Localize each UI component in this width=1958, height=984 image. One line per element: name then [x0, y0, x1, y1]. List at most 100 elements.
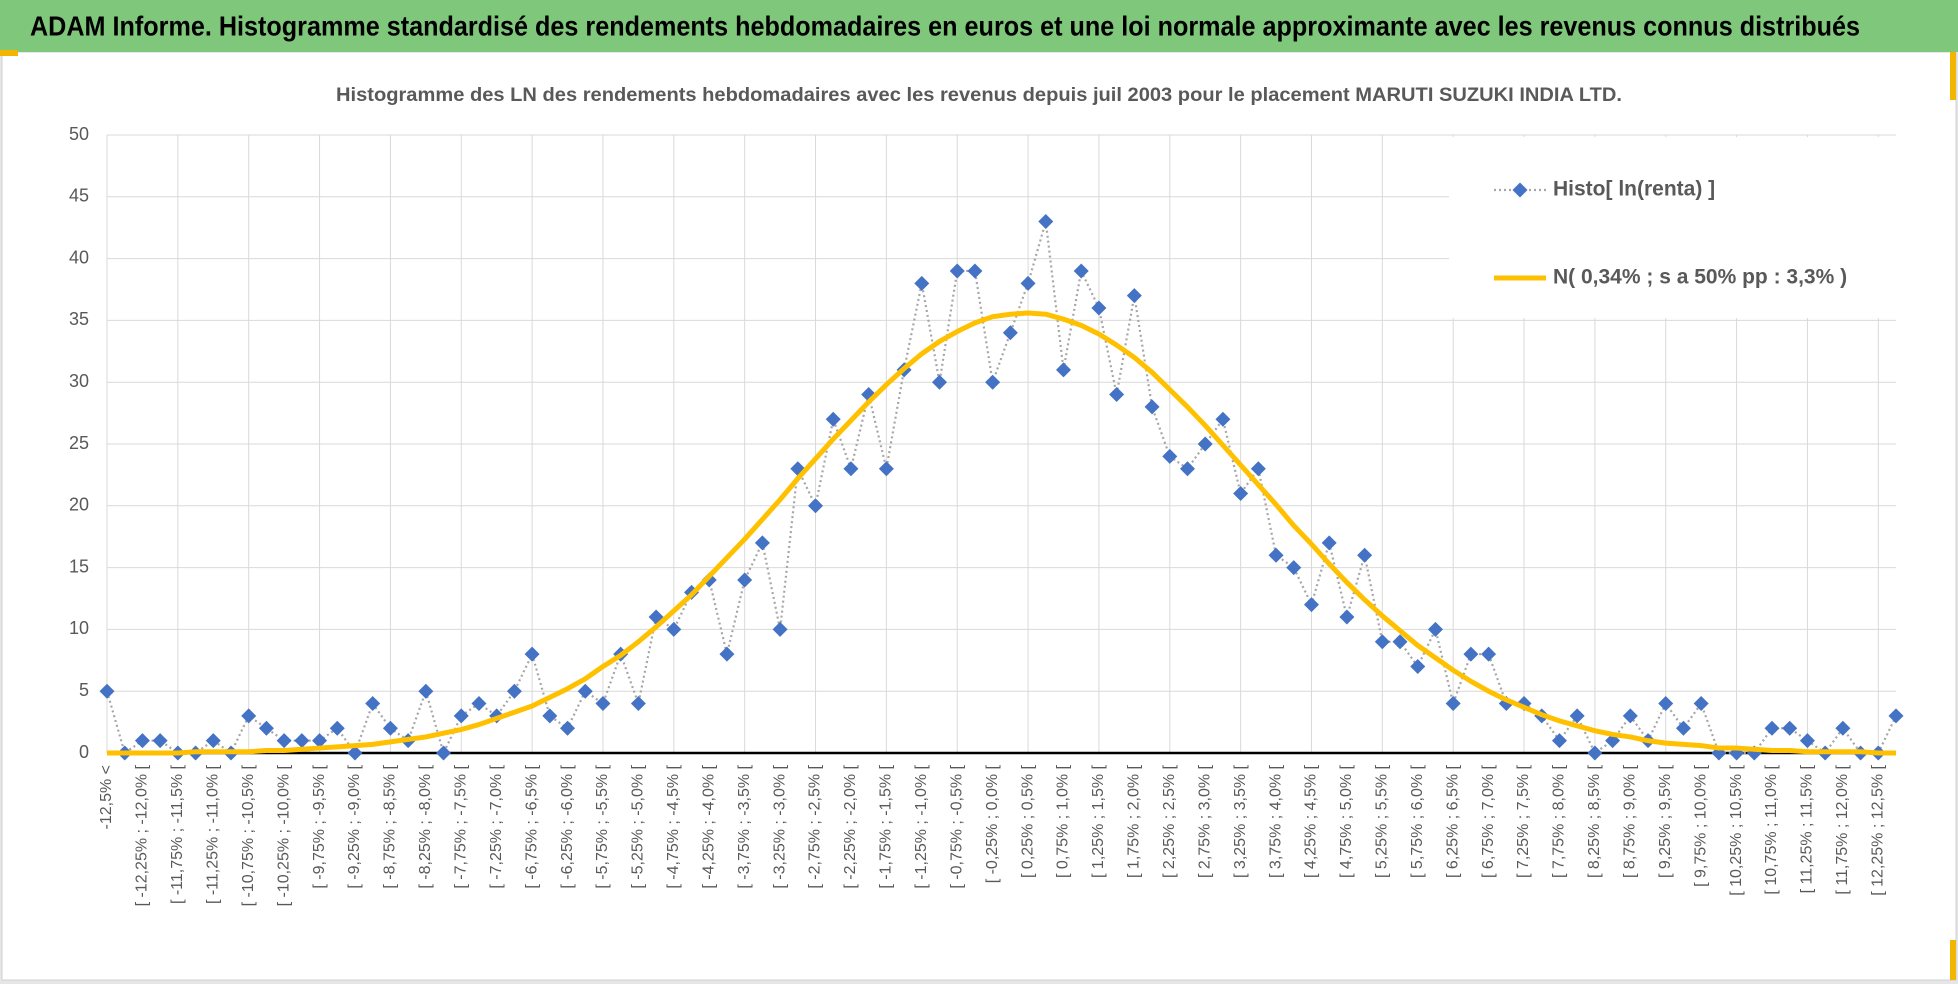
marker: [542, 708, 558, 724]
x-tick-label: -12,5% <: [98, 765, 115, 829]
marker: [1445, 696, 1461, 712]
x-tick-label: [ -10,25% ; -10,0% [: [275, 764, 292, 906]
x-tick-label: [ 3,25% ; 3,5% [: [1232, 764, 1249, 878]
marker: [152, 733, 168, 749]
y-tick-label: 15: [69, 556, 89, 576]
marker: [312, 733, 328, 749]
marker: [382, 720, 398, 736]
marker: [1569, 708, 1585, 724]
x-tick-label: [ 6,75% ; 7,0% [: [1480, 764, 1497, 878]
marker: [1055, 362, 1071, 378]
y-tick-label: 5: [79, 680, 89, 700]
marker: [772, 621, 788, 637]
marker: [471, 696, 487, 712]
marker: [1799, 733, 1815, 749]
marker: [1427, 621, 1443, 637]
y-tick-label: 40: [69, 247, 89, 267]
y-tick-label: 50: [69, 124, 89, 144]
header-bar: [0, 0, 1958, 52]
x-tick-label: [ -11,25% ; -11,0% [: [204, 764, 221, 904]
marker: [1109, 387, 1125, 403]
y-tick-label: 35: [69, 309, 89, 329]
x-tick-label: [ 11,25% ; 11,5% [: [1799, 764, 1816, 893]
series-line: [107, 310, 1896, 756]
x-tick-label: [ 6,25% ; 6,5% [: [1444, 764, 1461, 878]
x-tick-label: [ -6,75% ; -6,5% [: [523, 764, 540, 888]
marker: [1268, 547, 1284, 563]
marker: [453, 708, 469, 724]
marker: [1357, 547, 1373, 563]
x-tick-label: [ 3,75% ; 4,0% [: [1267, 764, 1284, 878]
marker: [967, 263, 983, 279]
plot: 0 5 10 15 20 25 30 35 40 45 50 -12,5% < [ -12,25% ; …: [69, 124, 1904, 906]
marker: [878, 461, 894, 477]
marker: [1693, 696, 1709, 712]
marker: [1179, 461, 1195, 477]
marker: [1073, 263, 1089, 279]
y-tick-label: 20: [69, 495, 89, 515]
marker: [276, 733, 292, 749]
marker: [1764, 720, 1780, 736]
x-tick-label: [ -9,75% ; -9,5% [: [311, 764, 328, 888]
marker: [1126, 288, 1142, 304]
marker: [1002, 325, 1018, 341]
x-tick-label: [ -8,75% ; -8,5% [: [382, 764, 399, 888]
x-tick-label: [ -6,25% ; -6,0% [: [559, 764, 576, 888]
marker: [1587, 745, 1603, 761]
chart-title: Histogramme des LN des rendements hebdom…: [336, 85, 1622, 106]
x-tick-label: [ -2,25% ; -2,0% [: [842, 764, 859, 888]
marker: [1675, 720, 1691, 736]
marker: [1392, 634, 1408, 650]
marker: [949, 263, 965, 279]
y-tick-label: 0: [79, 742, 89, 762]
marker: [843, 461, 859, 477]
marker: [258, 720, 274, 736]
x-tick-label: [ 5,25% ; 5,5% [: [1374, 764, 1391, 878]
x-tick-label: [ -3,25% ; -3,0% [: [771, 764, 788, 888]
x-tick-label: [ 2,25% ; 2,5% [: [1161, 764, 1178, 878]
marker: [1020, 275, 1036, 291]
y-tick-label: 45: [69, 186, 89, 206]
corner-accent: [1950, 52, 1956, 100]
y-tick-label: 10: [69, 618, 89, 638]
marker: [99, 683, 115, 699]
marker: [329, 720, 345, 736]
marker: [1622, 708, 1638, 724]
marker: [719, 646, 735, 662]
marker: [808, 498, 824, 514]
x-tick-label: [ -2,75% ; -2,5% [: [807, 764, 824, 888]
x-tick-label: [ -1,75% ; -1,5% [: [878, 764, 895, 888]
corner-accent: [0, 50, 18, 56]
x-tick-label: [ 4,75% ; 5,0% [: [1338, 764, 1355, 878]
marker: [1339, 609, 1355, 625]
marker: [1321, 535, 1337, 551]
x-tick-label: [ 12,25% ; 12,5% [: [1870, 764, 1887, 895]
x-tick-label: [ -1,25% ; -1,0% [: [913, 764, 930, 888]
x-tick-label: [ -7,25% ; -7,0% [: [488, 764, 505, 888]
marker: [365, 696, 381, 712]
marker: [630, 696, 646, 712]
marker: [1197, 436, 1213, 452]
x-tick-label: [ 7,75% ; 8,0% [: [1551, 764, 1568, 878]
marker: [1835, 720, 1851, 736]
x-tick-label: [ 4,25% ; 4,5% [: [1303, 764, 1320, 878]
x-tick-label: [ 1,25% ; 1,5% [: [1090, 764, 1107, 878]
marker: [1551, 733, 1567, 749]
legend-marker: [1512, 182, 1528, 198]
marker: [241, 708, 257, 724]
marker: [1463, 646, 1479, 662]
x-tick-label: [ 7,25% ; 7,5% [: [1515, 764, 1532, 878]
x-tick-label: [ 0,75% ; 1,0% [: [1055, 764, 1072, 878]
marker: [1091, 300, 1107, 316]
x-tick-label: [ 0,25% ; 0,5% [: [1019, 764, 1036, 878]
x-tick-label: [ 2,75% ; 3,0% [: [1196, 764, 1213, 878]
marker: [1481, 646, 1497, 662]
marker: [985, 374, 1001, 390]
marker: [205, 733, 221, 749]
marker: [1303, 597, 1319, 613]
x-tick-label: [ -7,75% ; -7,5% [: [452, 764, 469, 888]
x-tick-label: [ 11,75% ; 12,0% [: [1834, 764, 1851, 894]
marker: [1162, 448, 1178, 464]
marker: [524, 646, 540, 662]
